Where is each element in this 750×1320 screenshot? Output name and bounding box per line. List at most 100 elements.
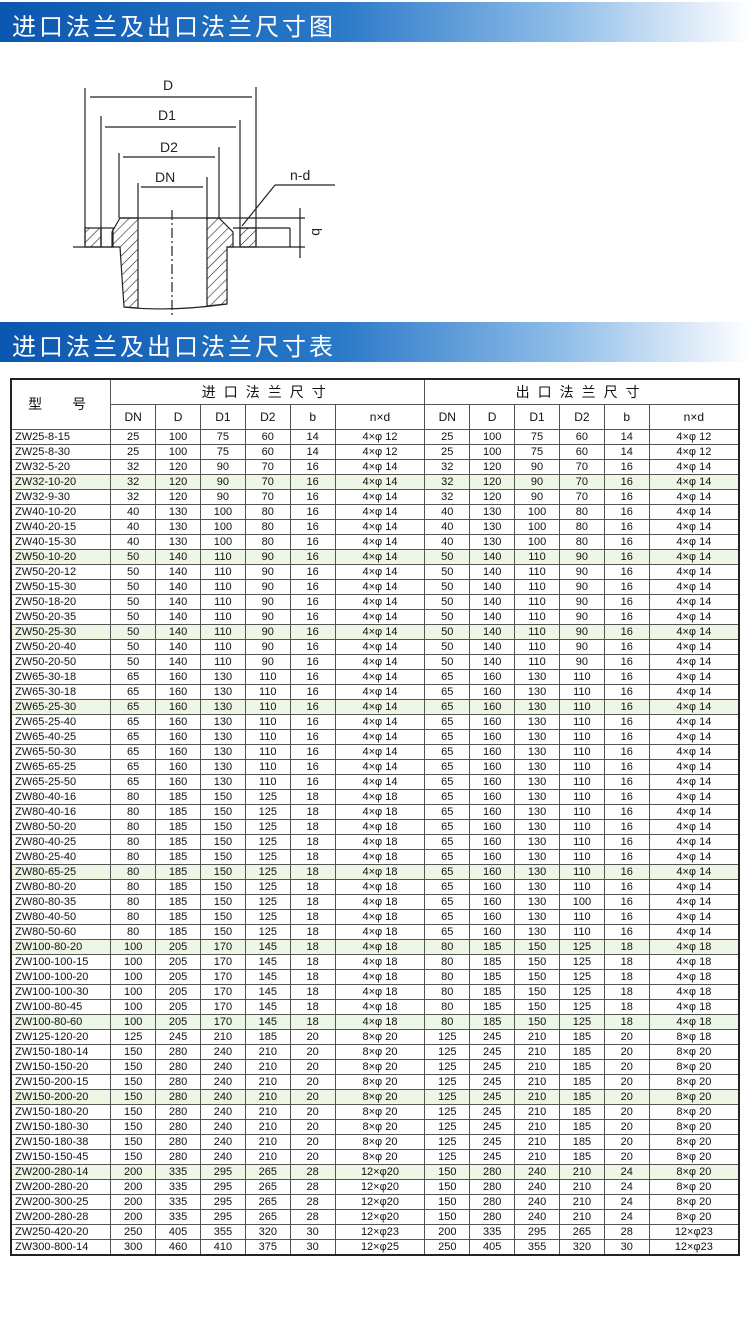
value-cell: 80 — [424, 969, 471, 985]
value-cell: 100 — [469, 429, 516, 445]
value-cell: 4×φ 14 — [648, 624, 740, 640]
value-cell: 16 — [603, 879, 650, 895]
value-cell: 60 — [558, 429, 605, 445]
value-cell: 210 — [558, 1194, 605, 1210]
value-cell: 160 — [469, 849, 516, 865]
value-cell: 240 — [199, 1104, 246, 1120]
value-cell: 4×φ 12 — [334, 444, 426, 460]
value-cell: 185 — [155, 879, 201, 895]
value-cell: 110 — [199, 564, 246, 580]
value-cell: 130 — [514, 714, 560, 730]
value-cell: 185 — [155, 909, 201, 925]
model-cell: ZW150-180-38 — [10, 1134, 112, 1150]
value-cell: 18 — [289, 804, 336, 820]
value-cell: 130 — [155, 504, 201, 520]
value-cell: 4×φ 12 — [334, 429, 426, 445]
value-cell: 65 — [424, 684, 471, 700]
value-cell: 130 — [514, 729, 560, 745]
value-cell: 110 — [244, 669, 291, 685]
value-cell: 150 — [514, 984, 560, 1000]
value-cell: 16 — [603, 789, 650, 805]
value-cell: 150 — [199, 924, 246, 940]
value-cell: 245 — [469, 1074, 516, 1090]
value-cell: 185 — [558, 1134, 605, 1150]
value-cell: 16 — [603, 774, 650, 790]
value-cell: 295 — [199, 1209, 246, 1225]
value-cell: 40 — [110, 519, 157, 535]
value-cell: 16 — [603, 474, 650, 490]
value-cell: 50 — [424, 594, 471, 610]
value-cell: 130 — [199, 774, 246, 790]
value-cell: 16 — [289, 654, 336, 670]
value-cell: 140 — [155, 594, 201, 610]
value-cell: 28 — [289, 1179, 336, 1195]
model-cell: ZW80-80-35 — [10, 894, 112, 910]
value-cell: 140 — [155, 564, 201, 580]
value-cell: 125 — [424, 1134, 471, 1150]
value-cell: 110 — [244, 774, 291, 790]
table-row: ZW100-100-30 100 205 170 145 18 4×φ 18 80 185 150… — [10, 984, 740, 1000]
value-cell: 295 — [514, 1224, 560, 1240]
value-cell: 170 — [199, 969, 246, 985]
value-cell: 110 — [558, 849, 605, 865]
value-cell: 320 — [244, 1224, 291, 1240]
value-cell: 16 — [289, 489, 336, 505]
value-cell: 110 — [558, 879, 605, 895]
value-cell: 140 — [155, 549, 201, 565]
value-cell: 25 — [424, 429, 471, 445]
value-cell: 4×φ 18 — [648, 969, 740, 985]
value-cell: 160 — [469, 669, 516, 685]
value-cell: 8×φ 20 — [648, 1164, 740, 1180]
value-cell: 4×φ 14 — [648, 459, 740, 475]
value-cell: 75 — [514, 444, 560, 460]
value-cell: 50 — [424, 654, 471, 670]
value-cell: 110 — [514, 594, 560, 610]
model-cell: ZW150-150-45 — [10, 1149, 112, 1165]
value-cell: 25 — [110, 429, 157, 445]
value-cell: 16 — [603, 669, 650, 685]
value-cell: 16 — [289, 729, 336, 745]
value-cell: 18 — [289, 819, 336, 835]
value-cell: 16 — [603, 579, 650, 595]
column-header: n×d — [648, 404, 740, 430]
value-cell: 280 — [155, 1104, 201, 1120]
value-cell: 210 — [244, 1149, 291, 1165]
value-cell: 16 — [603, 834, 650, 850]
value-cell: 320 — [558, 1239, 605, 1256]
value-cell: 160 — [469, 819, 516, 835]
value-cell: 4×φ 12 — [648, 429, 740, 445]
value-cell: 110 — [199, 594, 246, 610]
value-cell: 65 — [424, 759, 471, 775]
value-cell: 110 — [199, 654, 246, 670]
table-row: ZW150-200-20 150 280 240 210 20 8×φ 20 125 245 21… — [10, 1089, 740, 1105]
value-cell: 16 — [289, 669, 336, 685]
value-cell: 150 — [424, 1164, 471, 1180]
model-cell: ZW200-280-14 — [10, 1164, 112, 1180]
model-cell: ZW80-50-20 — [10, 819, 112, 835]
value-cell: 50 — [424, 549, 471, 565]
value-cell: 4×φ 14 — [648, 924, 740, 940]
value-cell: 4×φ 14 — [648, 519, 740, 535]
value-cell: 4×φ 14 — [334, 684, 426, 700]
model-cell: ZW50-20-50 — [10, 654, 112, 670]
value-cell: 75 — [514, 429, 560, 445]
value-cell: 14 — [603, 429, 650, 445]
value-cell: 150 — [199, 909, 246, 925]
value-cell: 50 — [110, 579, 157, 595]
value-cell: 280 — [469, 1209, 516, 1225]
value-cell: 50 — [110, 624, 157, 640]
value-cell: 150 — [199, 879, 246, 895]
value-cell: 110 — [199, 639, 246, 655]
value-cell: 65 — [424, 714, 471, 730]
model-cell: ZW50-25-30 — [10, 624, 112, 640]
value-cell: 90 — [558, 609, 605, 625]
flange-dimension-table: 型 号 进口法兰尺寸 出口法兰尺寸 DN D D1 D2 b n×d DN D D1 D2 b n×d… — [10, 378, 740, 1256]
value-cell: 240 — [514, 1194, 560, 1210]
value-cell: 70 — [558, 489, 605, 505]
value-cell: 130 — [514, 894, 560, 910]
table-row: ZW65-30-18 65 160 130 110 16 4×φ 14 65 160 130 110… — [10, 684, 740, 700]
table-row: ZW65-40-25 65 160 130 110 16 4×φ 14 65 160 130 110… — [10, 729, 740, 745]
value-cell: 210 — [244, 1104, 291, 1120]
model-cell: ZW40-15-30 — [10, 534, 112, 550]
value-cell: 4×φ 18 — [648, 939, 740, 955]
